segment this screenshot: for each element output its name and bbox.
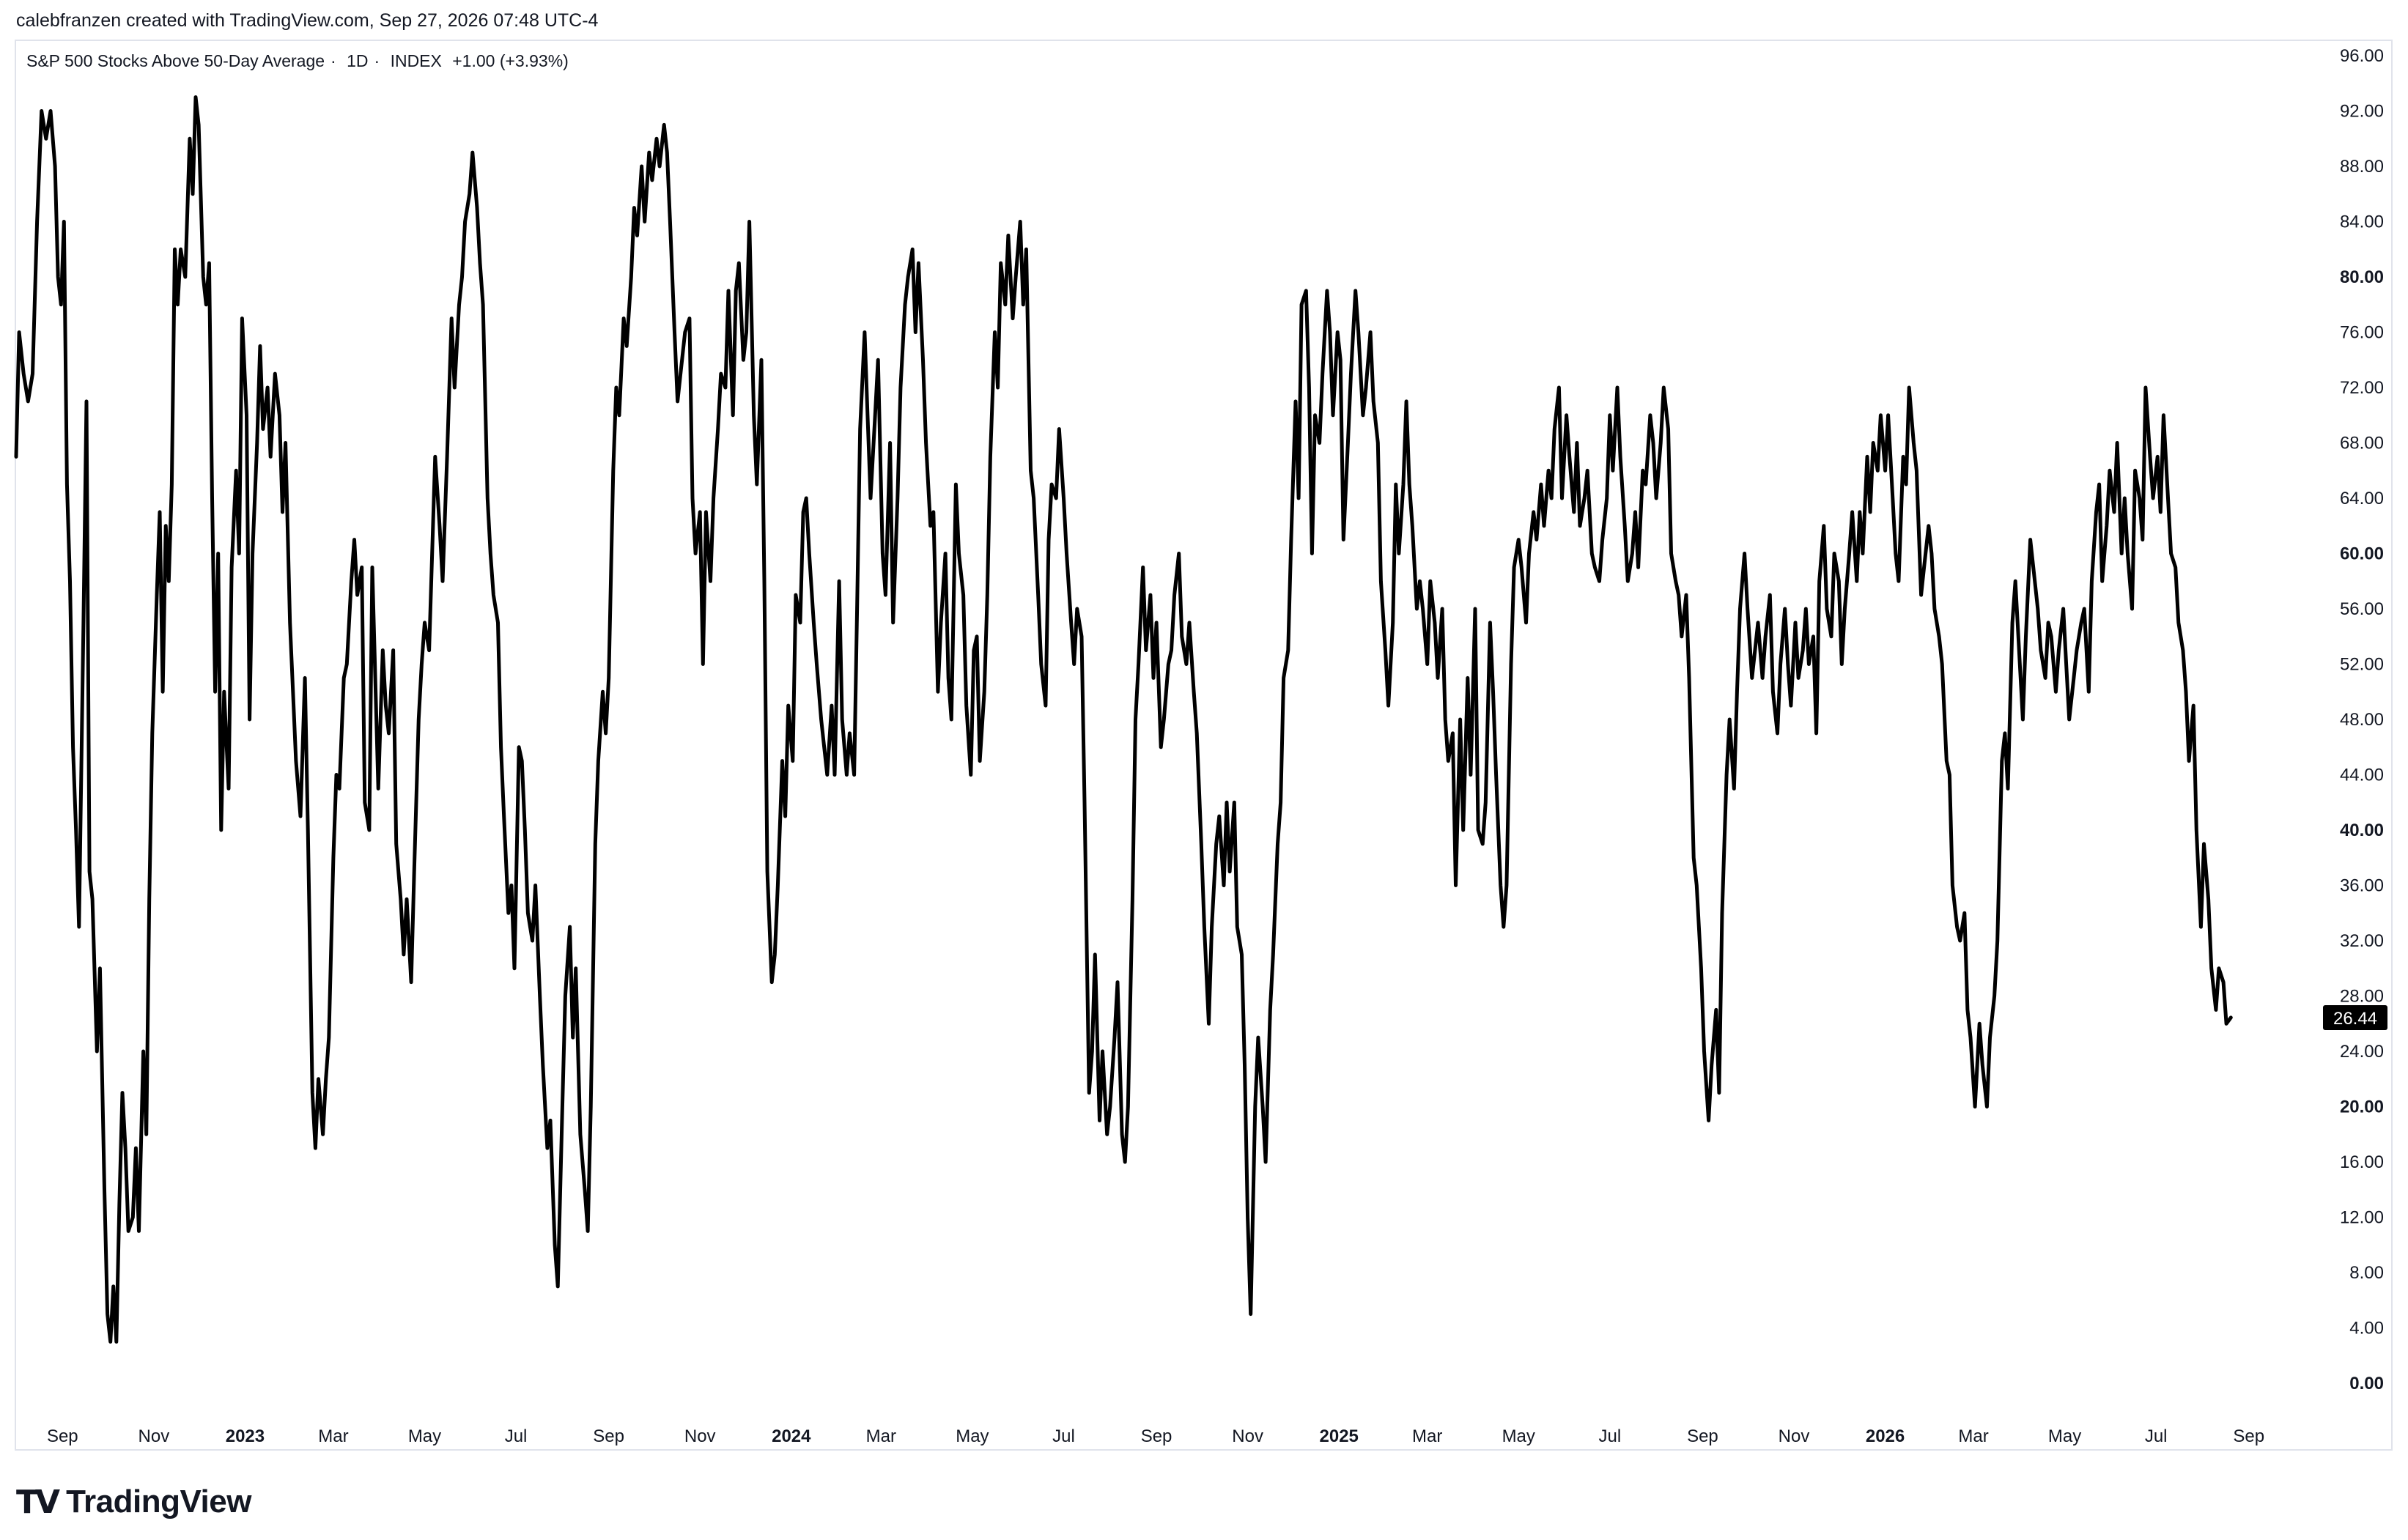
- y-tick-label: 80.00: [2340, 267, 2384, 287]
- chart-frame: [15, 40, 2393, 1451]
- y-tick-label: 16.00: [2340, 1152, 2384, 1172]
- legend-separator: ·: [330, 51, 336, 70]
- x-tick-label: Mar: [1958, 1426, 1988, 1446]
- x-tick-label: Sep: [593, 1426, 624, 1446]
- x-tick-label: Nov: [1232, 1426, 1263, 1446]
- tradingview-logo[interactable]: TV TradingView: [16, 1480, 251, 1524]
- x-tick-label: Mar: [318, 1426, 348, 1446]
- y-tick-label: 72.00: [2340, 378, 2384, 398]
- tradingview-wordmark: TradingView: [66, 1484, 251, 1519]
- legend-interval[interactable]: 1D: [347, 51, 369, 70]
- y-tick-label: 12.00: [2340, 1208, 2384, 1228]
- x-axis: Sep Nov 2023 Mar May Jul Sep Nov 2024 Mar May Jul Se…: [47, 1426, 2264, 1446]
- x-tick-label: May: [2048, 1426, 2081, 1446]
- y-tick-label: 56.00: [2340, 599, 2384, 619]
- y-tick-label: 64.00: [2340, 489, 2384, 508]
- y-tick-label: 48.00: [2340, 710, 2384, 730]
- y-tick-label: 28.00: [2340, 987, 2384, 1007]
- y-tick-label: 4.00: [2349, 1319, 2384, 1339]
- x-tick-label: Mar: [1412, 1426, 1442, 1446]
- y-tick-label: 24.00: [2340, 1042, 2384, 1062]
- attribution-header: calebfranzen created with TradingView.co…: [16, 10, 599, 31]
- legend-separator: ·: [374, 51, 380, 70]
- x-tick-label: Nov: [684, 1426, 716, 1446]
- y-tick-label: 60.00: [2340, 544, 2384, 564]
- x-tick-label: Jul: [1598, 1426, 1621, 1446]
- y-axis: 96.00 92.00 88.00 84.00 80.00 76.00 72.00 68.00…: [2340, 46, 2384, 1393]
- x-tick-label: May: [956, 1426, 989, 1446]
- legend-change: +1.00 (+3.93%): [452, 51, 569, 70]
- y-tick-label: 0.00: [2349, 1374, 2384, 1393]
- y-tick-label: 44.00: [2340, 766, 2384, 785]
- x-tick-label: Sep: [1141, 1426, 1172, 1446]
- x-tick-label: Jul: [2145, 1426, 2168, 1446]
- last-value-label: 26.44: [2333, 1009, 2377, 1029]
- legend-source: INDEX: [390, 51, 442, 70]
- x-tick-label: 2023: [226, 1426, 265, 1446]
- y-tick-label: 92.00: [2340, 102, 2384, 122]
- x-tick-label: Jul: [1052, 1426, 1075, 1446]
- series-line: [14, 95, 2233, 1344]
- x-tick-label: Nov: [139, 1426, 170, 1446]
- legend-title[interactable]: S&P 500 Stocks Above 50-Day Average: [26, 51, 325, 70]
- y-tick-label: 20.00: [2340, 1097, 2384, 1117]
- x-tick-label: 2024: [772, 1426, 811, 1446]
- x-tick-label: Nov: [1779, 1426, 1810, 1446]
- last-value-badge-bg: [2323, 1004, 2387, 1030]
- x-tick-label: 2026: [1866, 1426, 1905, 1446]
- y-tick-label: 8.00: [2349, 1263, 2384, 1283]
- last-value-badge: 26.44: [2323, 1004, 2387, 1030]
- x-tick-label: May: [408, 1426, 441, 1446]
- y-tick-label: 36.00: [2340, 876, 2384, 896]
- x-tick-label: Jul: [505, 1426, 528, 1446]
- chart-legend: S&P 500 Stocks Above 50-Day Average · 1D ·…: [26, 51, 575, 71]
- y-tick-label: 96.00: [2340, 46, 2384, 66]
- x-tick-label: Mar: [866, 1426, 896, 1446]
- y-tick-label: 76.00: [2340, 323, 2384, 343]
- tradingview-logo-icon: TV: [16, 1483, 60, 1521]
- x-tick-label: Sep: [47, 1426, 78, 1446]
- x-tick-label: May: [1502, 1426, 1535, 1446]
- x-tick-label: Sep: [1687, 1426, 1718, 1446]
- y-tick-label: 52.00: [2340, 655, 2384, 675]
- y-tick-label: 68.00: [2340, 434, 2384, 454]
- x-tick-label: 2025: [1320, 1426, 1359, 1446]
- x-tick-label: Sep: [2233, 1426, 2264, 1446]
- y-tick-label: 88.00: [2340, 157, 2384, 177]
- y-tick-label: 40.00: [2340, 821, 2384, 840]
- y-tick-label: 84.00: [2340, 212, 2384, 232]
- y-tick-label: 32.00: [2340, 931, 2384, 951]
